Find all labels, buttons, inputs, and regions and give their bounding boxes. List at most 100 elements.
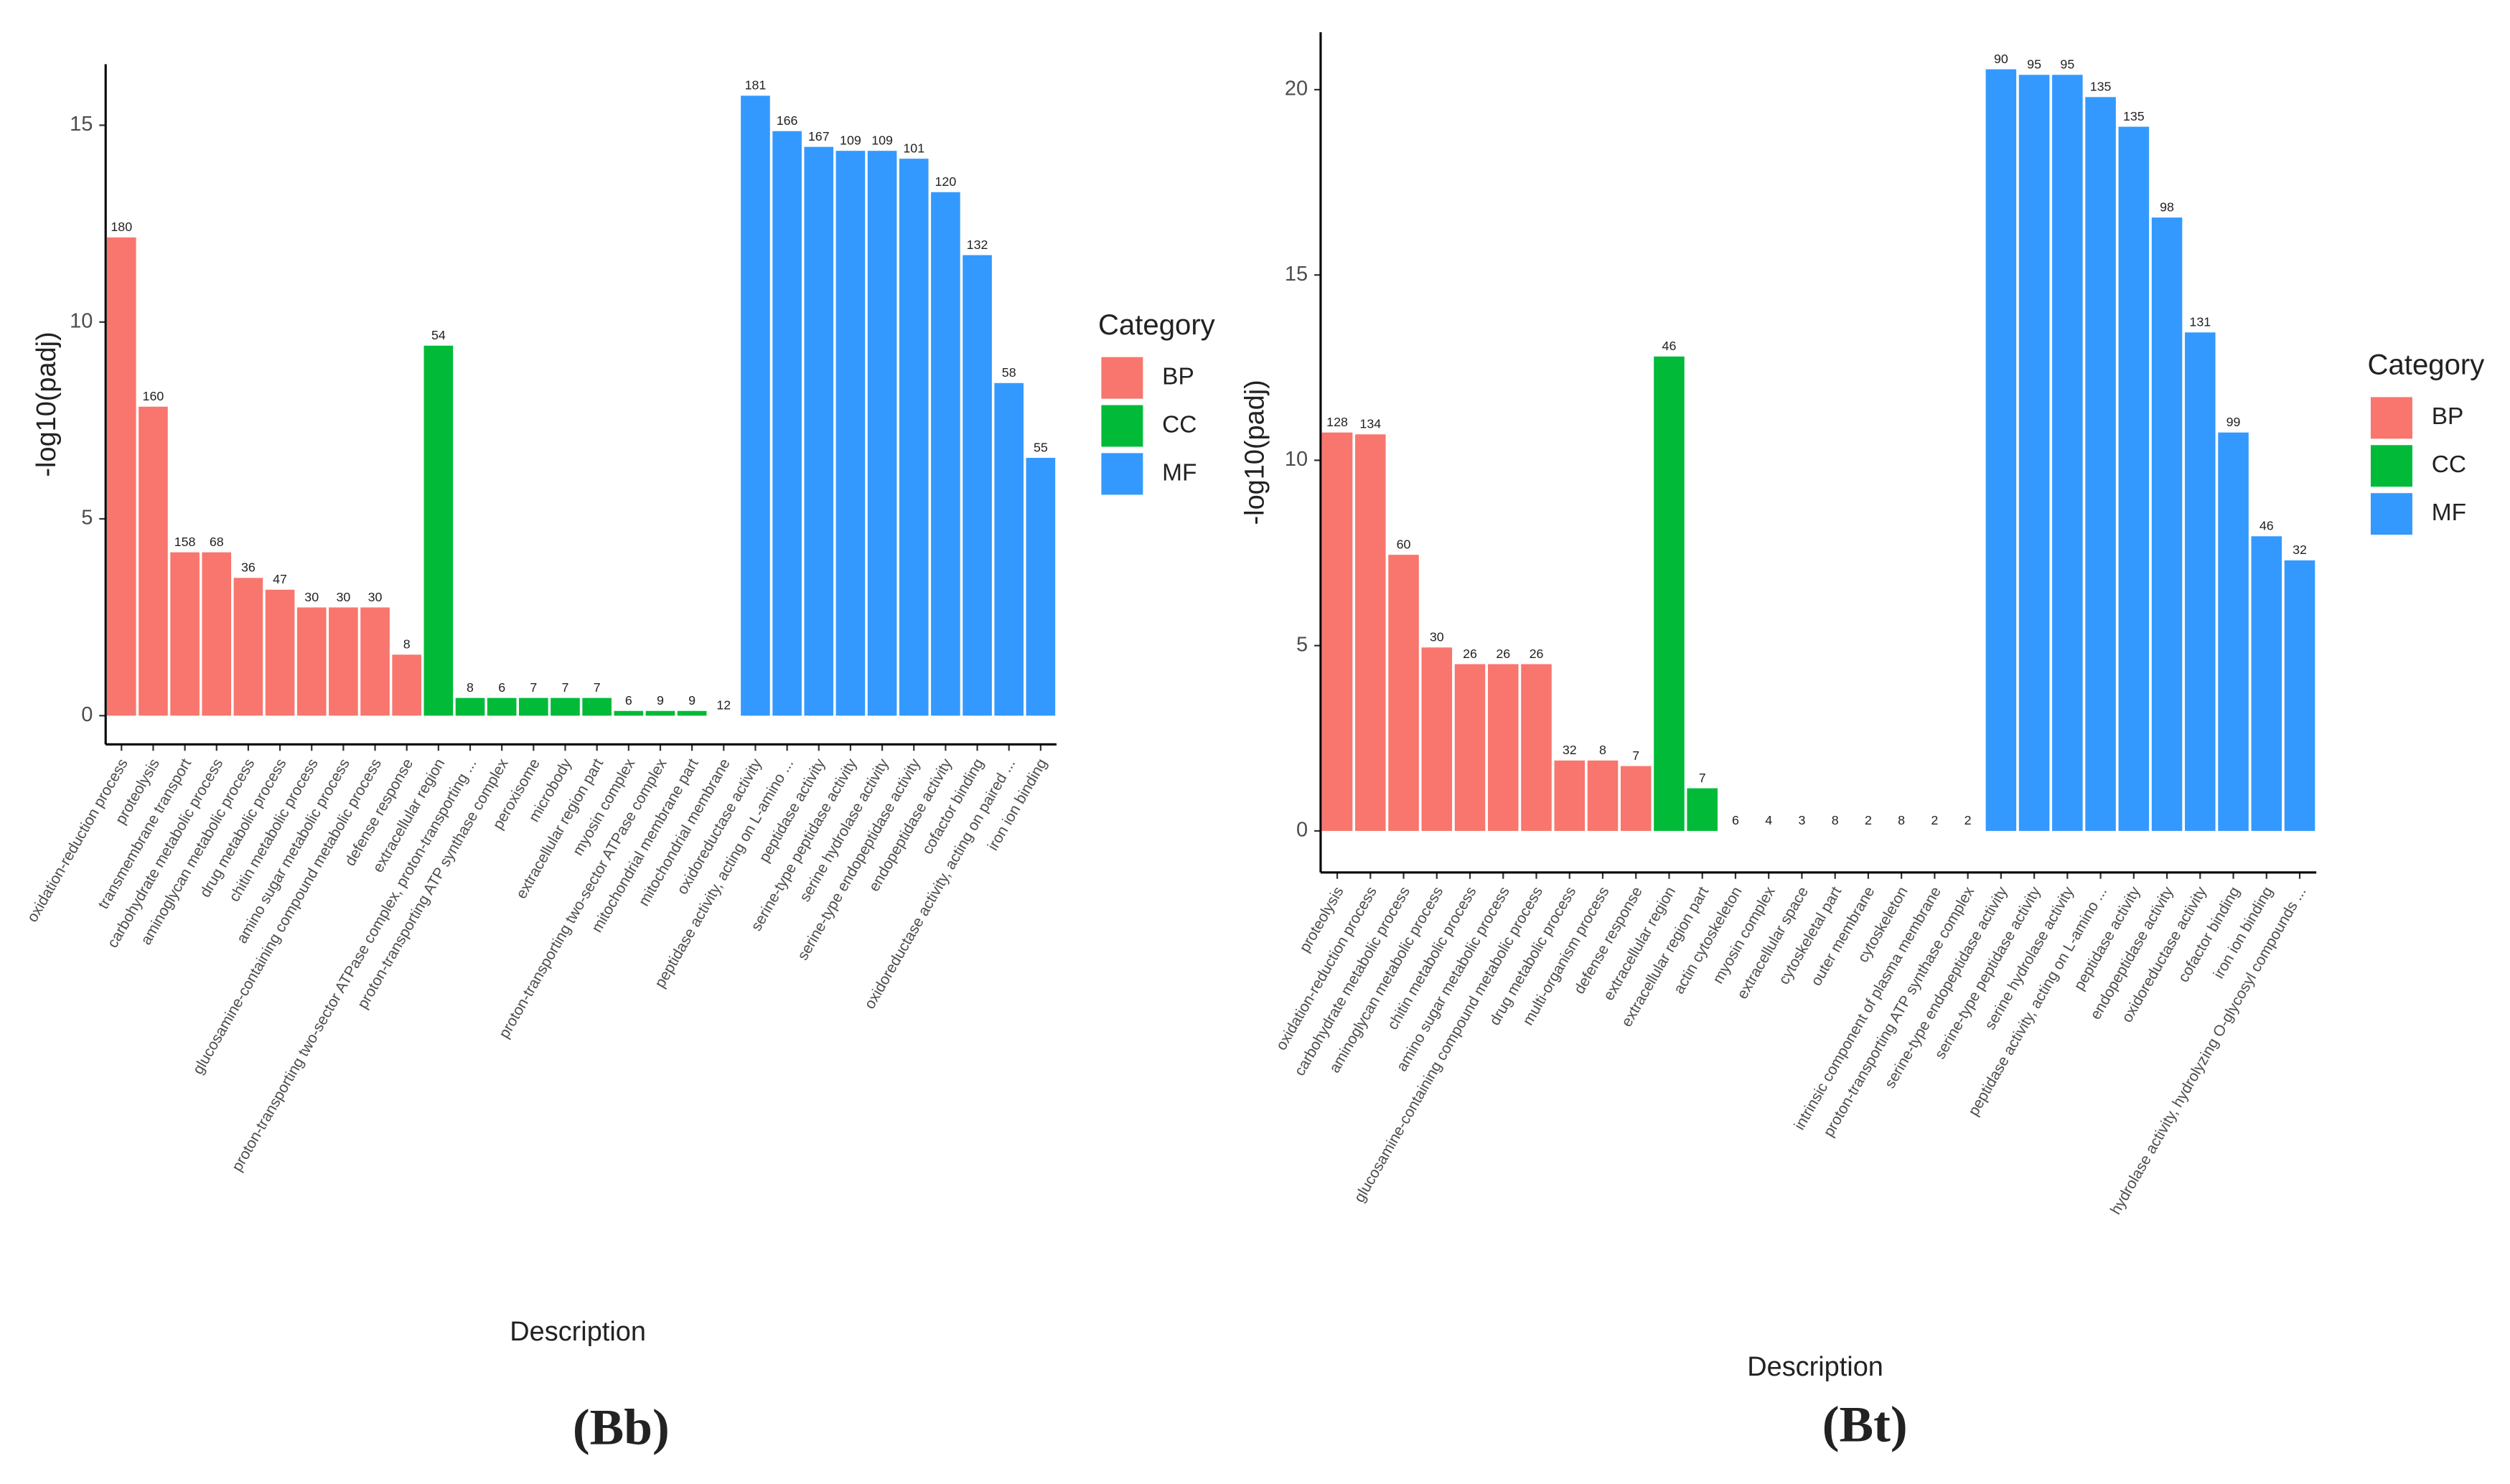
legend-key bbox=[2370, 397, 2412, 439]
count-label: 135 bbox=[2123, 109, 2145, 123]
bar bbox=[139, 406, 168, 716]
count-label: 90 bbox=[1994, 52, 2008, 66]
panel-label: (Bt) bbox=[1822, 1396, 1908, 1452]
count-label: 158 bbox=[174, 535, 196, 549]
count-label: 95 bbox=[2027, 57, 2041, 72]
count-label: 26 bbox=[1496, 647, 1510, 661]
bar bbox=[106, 237, 136, 716]
count-label: 2 bbox=[1931, 813, 1938, 827]
bar bbox=[233, 578, 263, 716]
count-label: 30 bbox=[304, 590, 319, 604]
y-tick-label: 0 bbox=[81, 703, 93, 726]
count-label: 167 bbox=[808, 129, 830, 144]
x-axis-title: Description bbox=[510, 1317, 646, 1347]
bar bbox=[2118, 126, 2150, 831]
bar bbox=[772, 131, 802, 716]
count-label: 60 bbox=[1397, 537, 1411, 551]
count-label: 8 bbox=[1599, 743, 1606, 757]
y-tick-label: 20 bbox=[1285, 78, 1308, 100]
bar bbox=[804, 146, 834, 716]
count-label: 6 bbox=[498, 680, 505, 695]
count-label: 2 bbox=[1865, 813, 1872, 827]
bar bbox=[963, 255, 992, 716]
legend-key bbox=[1101, 357, 1143, 399]
count-label: 7 bbox=[1632, 748, 1639, 763]
bar bbox=[519, 698, 548, 716]
bar bbox=[867, 151, 897, 716]
bar bbox=[360, 607, 390, 716]
count-label: 30 bbox=[368, 590, 383, 604]
legend-label: MF bbox=[2432, 499, 2466, 526]
count-label: 9 bbox=[657, 693, 664, 708]
y-tick-label: 5 bbox=[1296, 633, 1308, 656]
legend-key bbox=[2370, 493, 2412, 535]
count-label: 180 bbox=[111, 220, 132, 234]
count-label: 134 bbox=[1359, 417, 1381, 431]
bar bbox=[899, 159, 929, 716]
count-label: 166 bbox=[777, 113, 798, 128]
count-label: 6 bbox=[1732, 813, 1739, 827]
bar bbox=[931, 192, 960, 716]
count-label: 26 bbox=[1530, 647, 1544, 661]
bar bbox=[677, 710, 707, 716]
bar bbox=[835, 151, 866, 716]
bar bbox=[2251, 536, 2282, 831]
legend-label: CC bbox=[2432, 451, 2466, 478]
y-tick-label: 0 bbox=[1296, 819, 1308, 842]
legend-key bbox=[2370, 445, 2412, 487]
bar bbox=[2085, 97, 2116, 831]
count-label: 55 bbox=[1034, 440, 1048, 454]
bar bbox=[1421, 647, 1453, 831]
count-label: 8 bbox=[467, 680, 474, 695]
count-label: 8 bbox=[1832, 813, 1839, 827]
count-label: 128 bbox=[1326, 415, 1348, 429]
bar bbox=[1654, 356, 1685, 831]
count-label: 7 bbox=[562, 680, 569, 695]
count-label: 101 bbox=[903, 141, 924, 155]
count-label: 30 bbox=[1430, 630, 1444, 644]
bar bbox=[329, 607, 358, 716]
count-label: 3 bbox=[1798, 813, 1805, 827]
x-axis-title: Description bbox=[1747, 1352, 1883, 1382]
bar bbox=[202, 552, 232, 716]
bar bbox=[551, 698, 580, 716]
legend-label: BP bbox=[1162, 363, 1194, 390]
bar bbox=[392, 654, 422, 716]
y-tick-label: 10 bbox=[1285, 448, 1308, 471]
count-label: 7 bbox=[1699, 771, 1706, 785]
legend-label: MF bbox=[1162, 459, 1197, 486]
bar bbox=[2284, 560, 2315, 831]
y-axis-title: -log10(padj) bbox=[32, 332, 62, 476]
y-tick-label: 15 bbox=[1285, 263, 1308, 286]
bar bbox=[2185, 332, 2216, 831]
bar bbox=[2151, 217, 2183, 831]
count-label: 36 bbox=[241, 560, 256, 575]
count-label: 135 bbox=[2090, 80, 2112, 94]
bar bbox=[455, 698, 485, 716]
legend-key bbox=[1101, 405, 1143, 447]
count-label: 95 bbox=[2060, 57, 2074, 72]
bar bbox=[1985, 69, 2017, 831]
bar bbox=[2018, 75, 2050, 831]
bar bbox=[2052, 75, 2083, 831]
bar bbox=[1587, 760, 1619, 831]
legend-title: Category bbox=[2368, 349, 2485, 381]
panel-label: (Bb) bbox=[573, 1399, 670, 1456]
bar bbox=[994, 382, 1024, 716]
bar bbox=[741, 95, 770, 716]
bar bbox=[1687, 788, 1718, 831]
bar bbox=[2218, 432, 2249, 831]
bar bbox=[487, 698, 517, 716]
count-label: 68 bbox=[210, 535, 224, 549]
count-label: 58 bbox=[1002, 365, 1016, 380]
bar bbox=[1355, 434, 1386, 831]
bar bbox=[1321, 432, 1353, 831]
y-axis-title: -log10(padj) bbox=[1240, 380, 1270, 525]
count-label: 26 bbox=[1463, 647, 1477, 661]
bar bbox=[265, 589, 295, 716]
bar bbox=[170, 552, 200, 716]
y-tick-label: 5 bbox=[81, 507, 93, 530]
legend-title: Category bbox=[1098, 309, 1215, 341]
bar bbox=[1554, 760, 1586, 831]
